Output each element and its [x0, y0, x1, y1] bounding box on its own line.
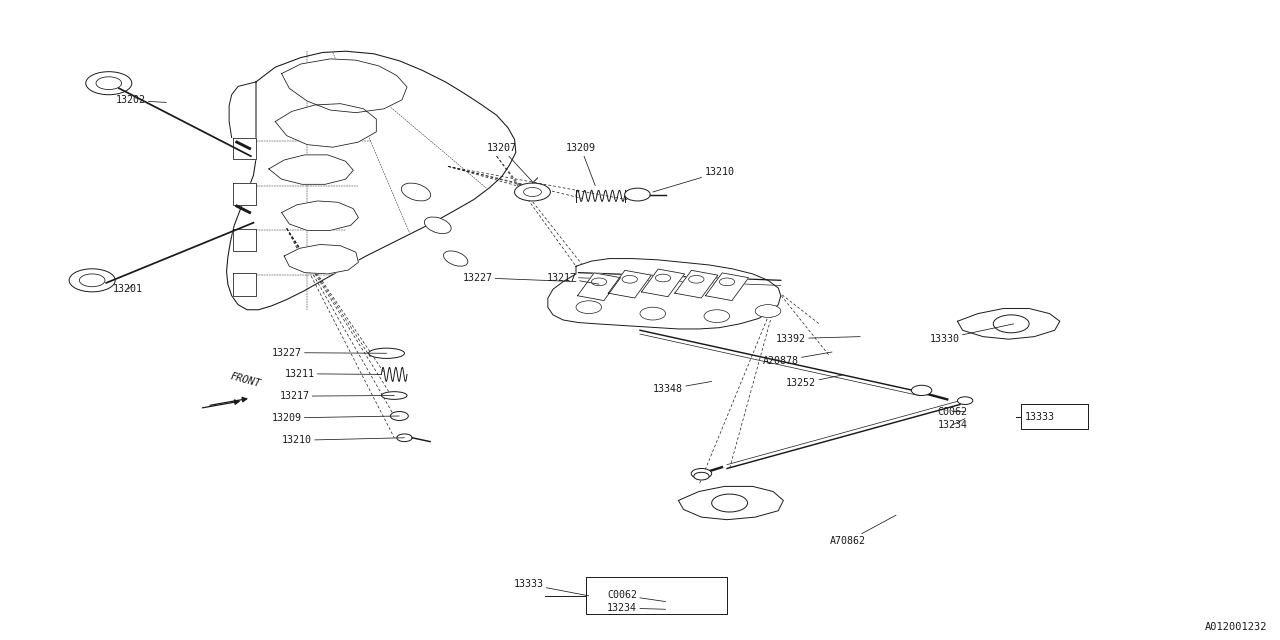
Polygon shape: [233, 273, 256, 296]
Text: 13333: 13333: [1021, 412, 1055, 422]
Text: 13227: 13227: [462, 273, 576, 283]
Polygon shape: [233, 229, 256, 251]
Circle shape: [911, 385, 932, 396]
Circle shape: [640, 307, 666, 320]
Text: 13201: 13201: [113, 284, 143, 294]
Polygon shape: [269, 155, 353, 184]
Text: C0062: C0062: [607, 590, 666, 602]
Circle shape: [86, 72, 132, 95]
Ellipse shape: [402, 183, 430, 201]
Ellipse shape: [443, 251, 468, 266]
Text: 13217: 13217: [547, 273, 599, 284]
Polygon shape: [641, 269, 685, 297]
Circle shape: [755, 305, 781, 317]
Text: 13210: 13210: [653, 167, 735, 192]
Circle shape: [704, 310, 730, 323]
Text: 13202: 13202: [115, 95, 166, 106]
Text: FRONT: FRONT: [229, 371, 262, 389]
Circle shape: [576, 301, 602, 314]
Polygon shape: [282, 201, 358, 230]
Circle shape: [689, 275, 704, 283]
Text: 13252: 13252: [786, 375, 842, 388]
Circle shape: [625, 188, 650, 201]
Circle shape: [694, 472, 709, 480]
Polygon shape: [233, 138, 256, 159]
Text: 13217: 13217: [279, 391, 394, 401]
Polygon shape: [233, 183, 256, 205]
Text: 13227: 13227: [271, 348, 387, 358]
Text: A012001232: A012001232: [1204, 622, 1267, 632]
Ellipse shape: [425, 217, 451, 234]
Polygon shape: [957, 308, 1060, 339]
Circle shape: [993, 315, 1029, 333]
Polygon shape: [548, 259, 781, 329]
Polygon shape: [275, 104, 376, 147]
Text: 13234: 13234: [607, 603, 666, 613]
Ellipse shape: [369, 348, 404, 358]
Polygon shape: [577, 273, 621, 301]
Text: A20878: A20878: [763, 352, 832, 366]
Text: 13209: 13209: [271, 413, 399, 423]
Text: 13330: 13330: [929, 324, 1014, 344]
Text: 13392: 13392: [776, 333, 860, 344]
Circle shape: [390, 412, 408, 420]
Circle shape: [397, 434, 412, 442]
Text: 13210: 13210: [282, 435, 404, 445]
Circle shape: [591, 278, 607, 285]
Text: 13333: 13333: [513, 579, 589, 596]
Circle shape: [712, 494, 748, 512]
Text: 13211: 13211: [284, 369, 381, 379]
Text: 13207: 13207: [486, 143, 532, 182]
Text: 13348: 13348: [653, 381, 712, 394]
Text: 13234: 13234: [937, 419, 968, 430]
Polygon shape: [678, 486, 783, 520]
Polygon shape: [705, 273, 749, 301]
Circle shape: [515, 183, 550, 201]
Circle shape: [691, 468, 712, 479]
Circle shape: [719, 278, 735, 285]
Text: 13209: 13209: [566, 143, 596, 186]
Circle shape: [69, 269, 115, 292]
Circle shape: [957, 397, 973, 404]
Circle shape: [655, 274, 671, 282]
Polygon shape: [227, 51, 516, 310]
Ellipse shape: [381, 392, 407, 399]
Polygon shape: [608, 270, 652, 298]
Circle shape: [622, 275, 637, 283]
Text: C0062: C0062: [937, 406, 968, 417]
Polygon shape: [284, 244, 358, 274]
Polygon shape: [282, 59, 407, 113]
Text: A70862: A70862: [829, 515, 896, 547]
Polygon shape: [675, 270, 718, 298]
